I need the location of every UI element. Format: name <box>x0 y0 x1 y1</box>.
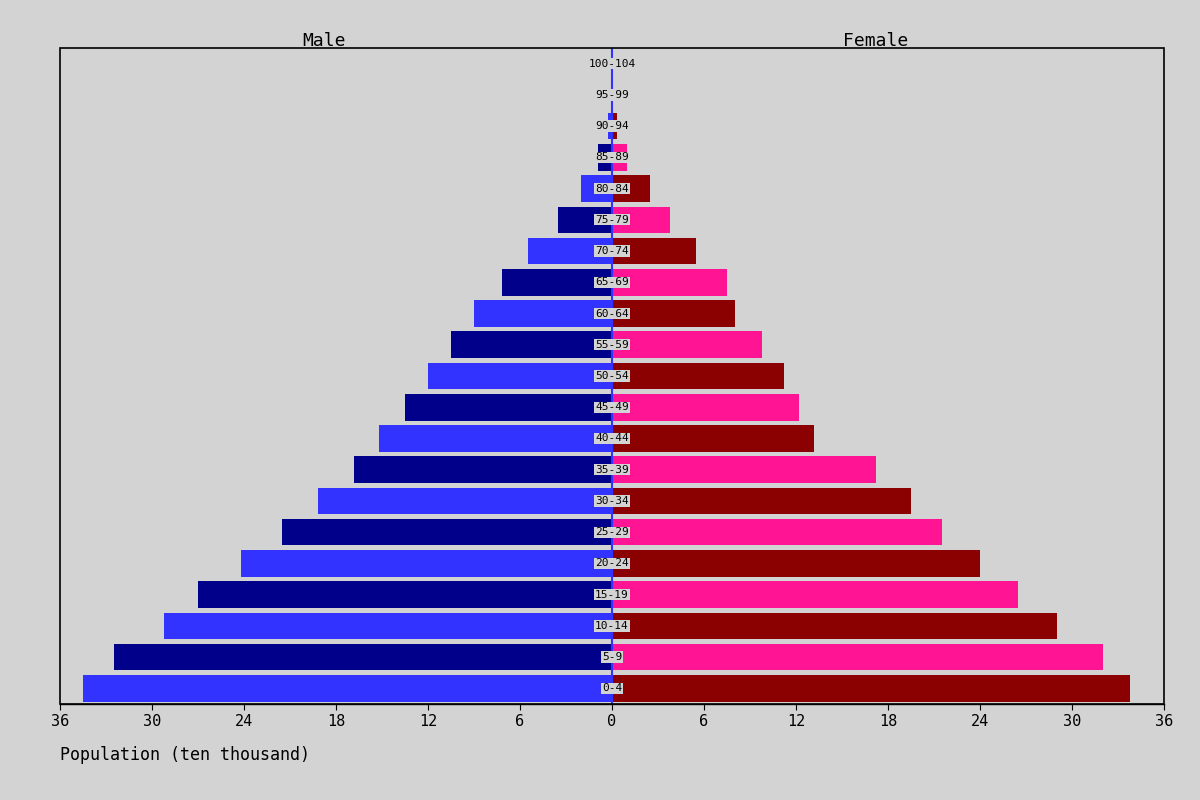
Bar <box>528 238 612 264</box>
Bar <box>612 362 784 390</box>
Text: 100-104: 100-104 <box>588 58 636 69</box>
Bar <box>612 675 1130 702</box>
Bar <box>558 206 612 233</box>
Text: 30-34: 30-34 <box>595 496 629 506</box>
Text: 80-84: 80-84 <box>595 183 629 194</box>
Bar <box>612 175 650 202</box>
Text: 25-29: 25-29 <box>595 527 629 537</box>
Text: Population (ten thousand): Population (ten thousand) <box>60 746 310 764</box>
Text: 10-14: 10-14 <box>595 621 629 631</box>
Text: 60-64: 60-64 <box>595 309 629 318</box>
Text: 65-69: 65-69 <box>595 278 629 287</box>
Bar <box>114 644 612 670</box>
Bar <box>612 238 696 264</box>
Text: 50-54: 50-54 <box>595 371 629 381</box>
Bar <box>599 144 612 170</box>
Text: 90-94: 90-94 <box>595 121 629 131</box>
Bar <box>502 269 612 295</box>
Bar <box>83 675 612 702</box>
Bar <box>198 582 612 608</box>
Text: 5-9: 5-9 <box>602 652 622 662</box>
Bar <box>406 394 612 421</box>
Bar <box>282 519 612 546</box>
Text: 20-24: 20-24 <box>595 558 629 569</box>
Bar <box>612 582 1019 608</box>
Text: 45-49: 45-49 <box>595 402 629 412</box>
Bar <box>612 550 980 577</box>
Text: 85-89: 85-89 <box>595 152 629 162</box>
Bar <box>241 550 612 577</box>
Text: 75-79: 75-79 <box>595 215 629 225</box>
Bar <box>612 488 911 514</box>
Bar <box>474 300 612 327</box>
Text: 95-99: 95-99 <box>595 90 629 100</box>
Bar <box>612 300 734 327</box>
Bar <box>318 488 612 514</box>
Bar <box>612 519 942 546</box>
Bar <box>612 457 876 483</box>
Bar <box>354 457 612 483</box>
Text: 15-19: 15-19 <box>595 590 629 600</box>
Bar <box>612 331 762 358</box>
Bar <box>612 113 617 139</box>
Bar <box>581 175 612 202</box>
Bar <box>608 113 612 139</box>
Bar <box>428 362 612 390</box>
Text: Male: Male <box>302 32 346 50</box>
Bar <box>612 144 628 170</box>
Bar <box>612 269 727 295</box>
Text: 70-74: 70-74 <box>595 246 629 256</box>
Bar <box>451 331 612 358</box>
Bar <box>612 394 799 421</box>
Bar <box>612 613 1057 639</box>
Bar <box>379 425 612 452</box>
Text: 0-4: 0-4 <box>602 683 622 694</box>
Text: 40-44: 40-44 <box>595 434 629 443</box>
Bar <box>612 82 613 108</box>
Text: Female: Female <box>844 32 908 50</box>
Text: 35-39: 35-39 <box>595 465 629 474</box>
Bar <box>612 206 671 233</box>
Bar <box>612 644 1103 670</box>
Bar <box>612 425 815 452</box>
Text: 55-59: 55-59 <box>595 340 629 350</box>
Bar <box>164 613 612 639</box>
